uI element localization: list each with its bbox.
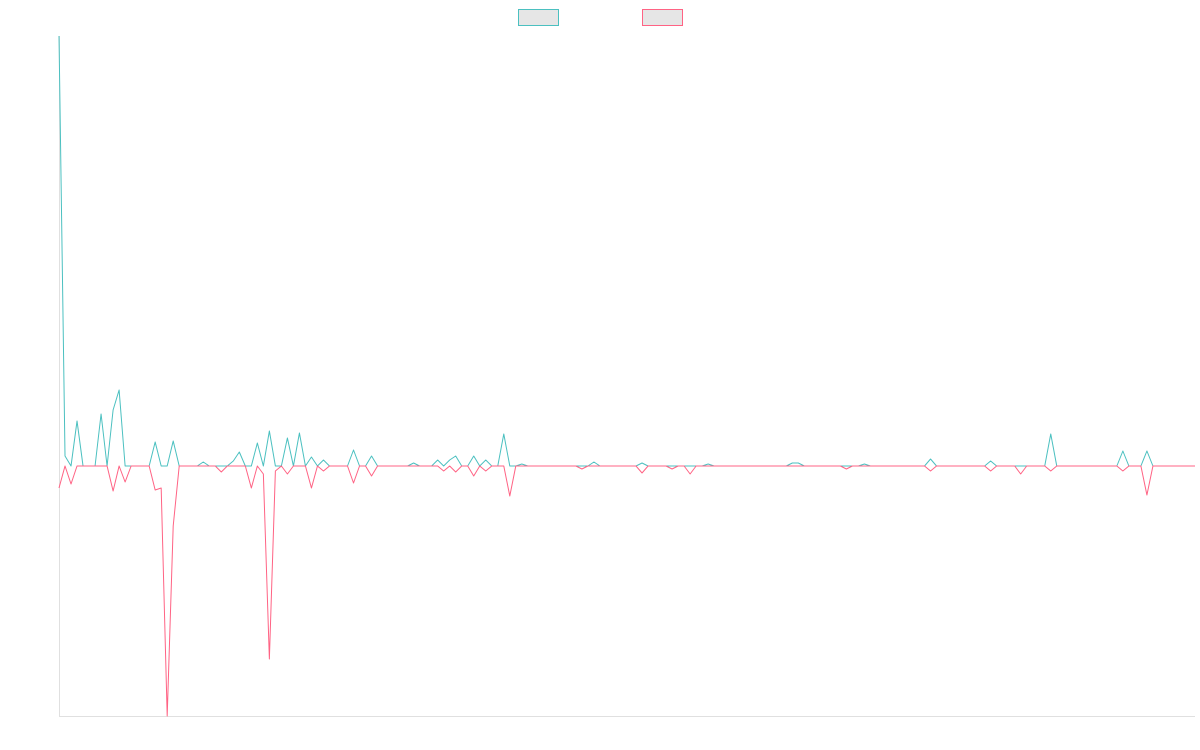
legend-swatch: [642, 9, 683, 26]
series-line: [58, 465, 1195, 717]
series-line: [58, 35, 1195, 467]
legend-swatch: [518, 9, 559, 26]
